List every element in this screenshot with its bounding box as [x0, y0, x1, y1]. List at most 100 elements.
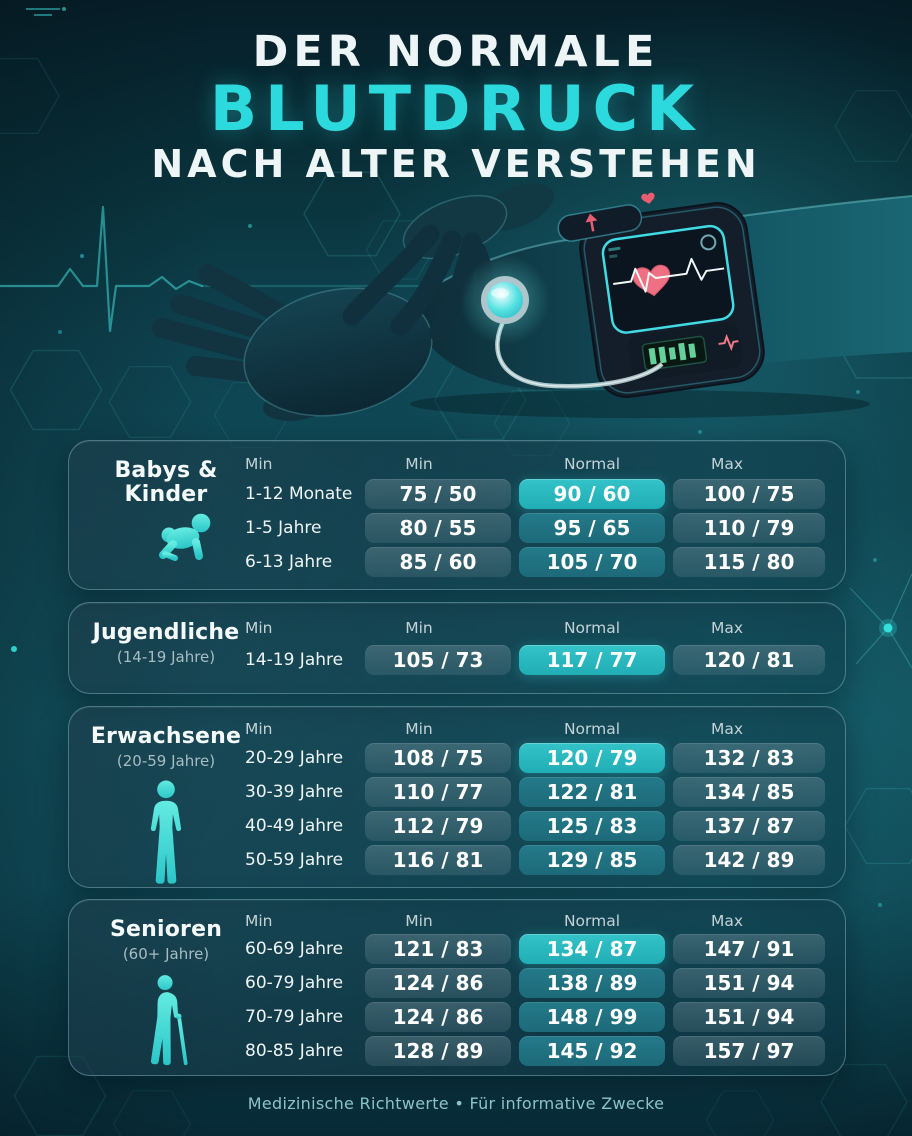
bp-cell-max: 147 / 91	[673, 934, 825, 964]
open-hand	[152, 264, 433, 421]
bp-cell-normal: 122 / 81	[519, 777, 665, 807]
age-label: 20-29 Jahre	[245, 748, 344, 768]
column-header: Max	[710, 619, 744, 637]
age-label: 30-39 Jahre	[245, 782, 344, 802]
table-row: 60-69 Jahre 121 / 83 134 / 87 147 / 91	[245, 934, 837, 964]
column-header: Min	[245, 619, 273, 637]
card-babys-kinder: Babys & Kinder Min Min Norm	[68, 440, 846, 590]
column-headers: Min Min Normal Max	[245, 912, 837, 930]
adult-icon	[87, 780, 245, 888]
bp-cell-max: 157 / 97	[673, 1036, 825, 1066]
age-label: 60-69 Jahre	[245, 939, 344, 959]
bp-cell-min: 116 / 81	[365, 845, 511, 875]
column-header: Normal	[563, 912, 621, 930]
bp-cell-min: 105 / 73	[365, 645, 511, 675]
group-title: Erwachsene	[90, 724, 242, 749]
card-jugendliche: Jugendliche (14-19 Jahre) Min Min Normal…	[68, 602, 846, 694]
group-title: Senioren	[109, 917, 223, 942]
table-row: 1-5 Jahre 80 / 55 95 / 65 110 / 79	[245, 513, 837, 543]
group-title: Babys & Kinder	[114, 458, 218, 508]
table-row: 60-79 Jahre 124 / 86 138 / 89 151 / 94	[245, 968, 837, 998]
sensor-disc	[460, 255, 550, 345]
bp-cell-max: 132 / 83	[673, 743, 825, 773]
bp-cell-max: 142 / 89	[673, 845, 825, 875]
age-label: 14-19 Jahre	[245, 650, 344, 670]
bp-cell-max: 115 / 80	[673, 547, 825, 577]
table-row: 30-39 Jahre 110 / 77 122 / 81 134 / 85	[245, 777, 837, 807]
age-label: 60-79 Jahre	[245, 973, 344, 993]
age-label: 6-13 Jahre	[245, 552, 333, 572]
table-row: 1-12 Monate 75 / 50 90 / 60 100 / 75	[245, 479, 837, 509]
bp-cell-normal: 148 / 99	[519, 1002, 665, 1032]
table-row: 50-59 Jahre 116 / 81 129 / 85 142 / 89	[245, 845, 837, 875]
age-label: 80-85 Jahre	[245, 1041, 344, 1061]
age-label: 50-59 Jahre	[245, 850, 344, 870]
mini-heart-icon	[641, 192, 655, 204]
column-header: Normal	[563, 455, 621, 473]
bp-cell-max: 134 / 85	[673, 777, 825, 807]
title-line-1: DER NORMALE	[252, 27, 660, 77]
bp-cell-min: 112 / 79	[365, 811, 511, 841]
table-row: 6-13 Jahre 85 / 60 105 / 70 115 / 80	[245, 547, 837, 577]
table-row: 40-49 Jahre 112 / 79 125 / 83 137 / 87	[245, 811, 837, 841]
column-header: Min	[405, 912, 433, 930]
age-label: 40-49 Jahre	[245, 816, 344, 836]
bp-cell-max: 120 / 81	[673, 645, 825, 675]
card-senioren: Senioren (60+ Jahre) Min Min Normal Max	[68, 899, 846, 1076]
column-header: Min	[405, 619, 433, 637]
bp-cell-normal: 90 / 60	[519, 479, 665, 509]
bp-cell-max: 137 / 87	[673, 811, 825, 841]
cuff-sensor-module	[557, 192, 655, 242]
title-line-3: NACH ALTER VERSTEHEN	[151, 142, 761, 187]
column-header: Normal	[563, 619, 621, 637]
bp-cell-max: 110 / 79	[673, 513, 825, 543]
column-header: Max	[710, 912, 744, 930]
column-headers: Min Min Normal Max	[245, 453, 837, 475]
screen-ecg-line	[613, 257, 725, 293]
footer-note: Medizinische Richtwerte • Für informativ…	[247, 1094, 665, 1113]
group-subtitle: (20-59 Jahre)	[116, 752, 216, 771]
column-headers: Min Min Normal Max	[245, 615, 837, 641]
bp-cell-normal: 134 / 87	[519, 934, 665, 964]
column-headers: Min Min Normal Max	[245, 719, 837, 739]
column-header: Min	[405, 720, 433, 738]
bp-cell-normal: 117 / 77	[519, 645, 665, 675]
card-erwachsene: Erwachsene (20-59 Jahre) Min Min Normal …	[68, 706, 846, 888]
bp-cell-max: 100 / 75	[673, 479, 825, 509]
group-block: Babys & Kinder	[87, 453, 245, 577]
group-subtitle: (60+ Jahre)	[122, 945, 210, 964]
bp-cell-normal: 145 / 92	[519, 1036, 665, 1066]
bp-cell-min: 108 / 75	[365, 743, 511, 773]
column-header: Min	[245, 912, 273, 930]
group-block: Erwachsene (20-59 Jahre)	[87, 719, 245, 884]
bp-cell-max: 151 / 94	[673, 968, 825, 998]
age-label: 1-5 Jahre	[245, 518, 322, 538]
baby-icon	[123, 511, 245, 563]
column-header: Min	[245, 720, 273, 738]
bp-cell-max: 151 / 94	[673, 1002, 825, 1032]
bp-cell-min: 124 / 86	[365, 968, 511, 998]
bp-cell-min: 80 / 55	[365, 513, 511, 543]
group-block: Jugendliche (14-19 Jahre)	[87, 615, 245, 681]
senior-cane-icon	[87, 971, 245, 1073]
column-header: Normal	[563, 720, 621, 738]
table-row: 20-29 Jahre 108 / 75 120 / 79 132 / 83	[245, 743, 837, 773]
bp-cell-min: 85 / 60	[365, 547, 511, 577]
bp-cell-min: 75 / 50	[365, 479, 511, 509]
bp-cell-min: 121 / 83	[365, 934, 511, 964]
age-label: 1-12 Monate	[245, 484, 353, 504]
column-header: Max	[710, 720, 744, 738]
bp-cell-min: 110 / 77	[365, 777, 511, 807]
table-row: 80-85 Jahre 128 / 89 145 / 92 157 / 97	[245, 1036, 837, 1066]
bp-cell-min: 124 / 86	[365, 1002, 511, 1032]
arm-cuff-illustration	[152, 183, 912, 421]
group-subtitle: (14-19 Jahre)	[116, 648, 216, 667]
table-row: 70-79 Jahre 124 / 86 148 / 99 151 / 94	[245, 1002, 837, 1032]
group-block: Senioren (60+ Jahre)	[87, 912, 245, 1066]
title-block: DER NORMALE BLUTDRUCK NACH ALTER VERSTEH…	[0, 27, 912, 187]
column-header: Min	[245, 455, 273, 473]
bp-cell-normal: 105 / 70	[519, 547, 665, 577]
column-header: Max	[710, 455, 744, 473]
bp-cell-normal: 95 / 65	[519, 513, 665, 543]
